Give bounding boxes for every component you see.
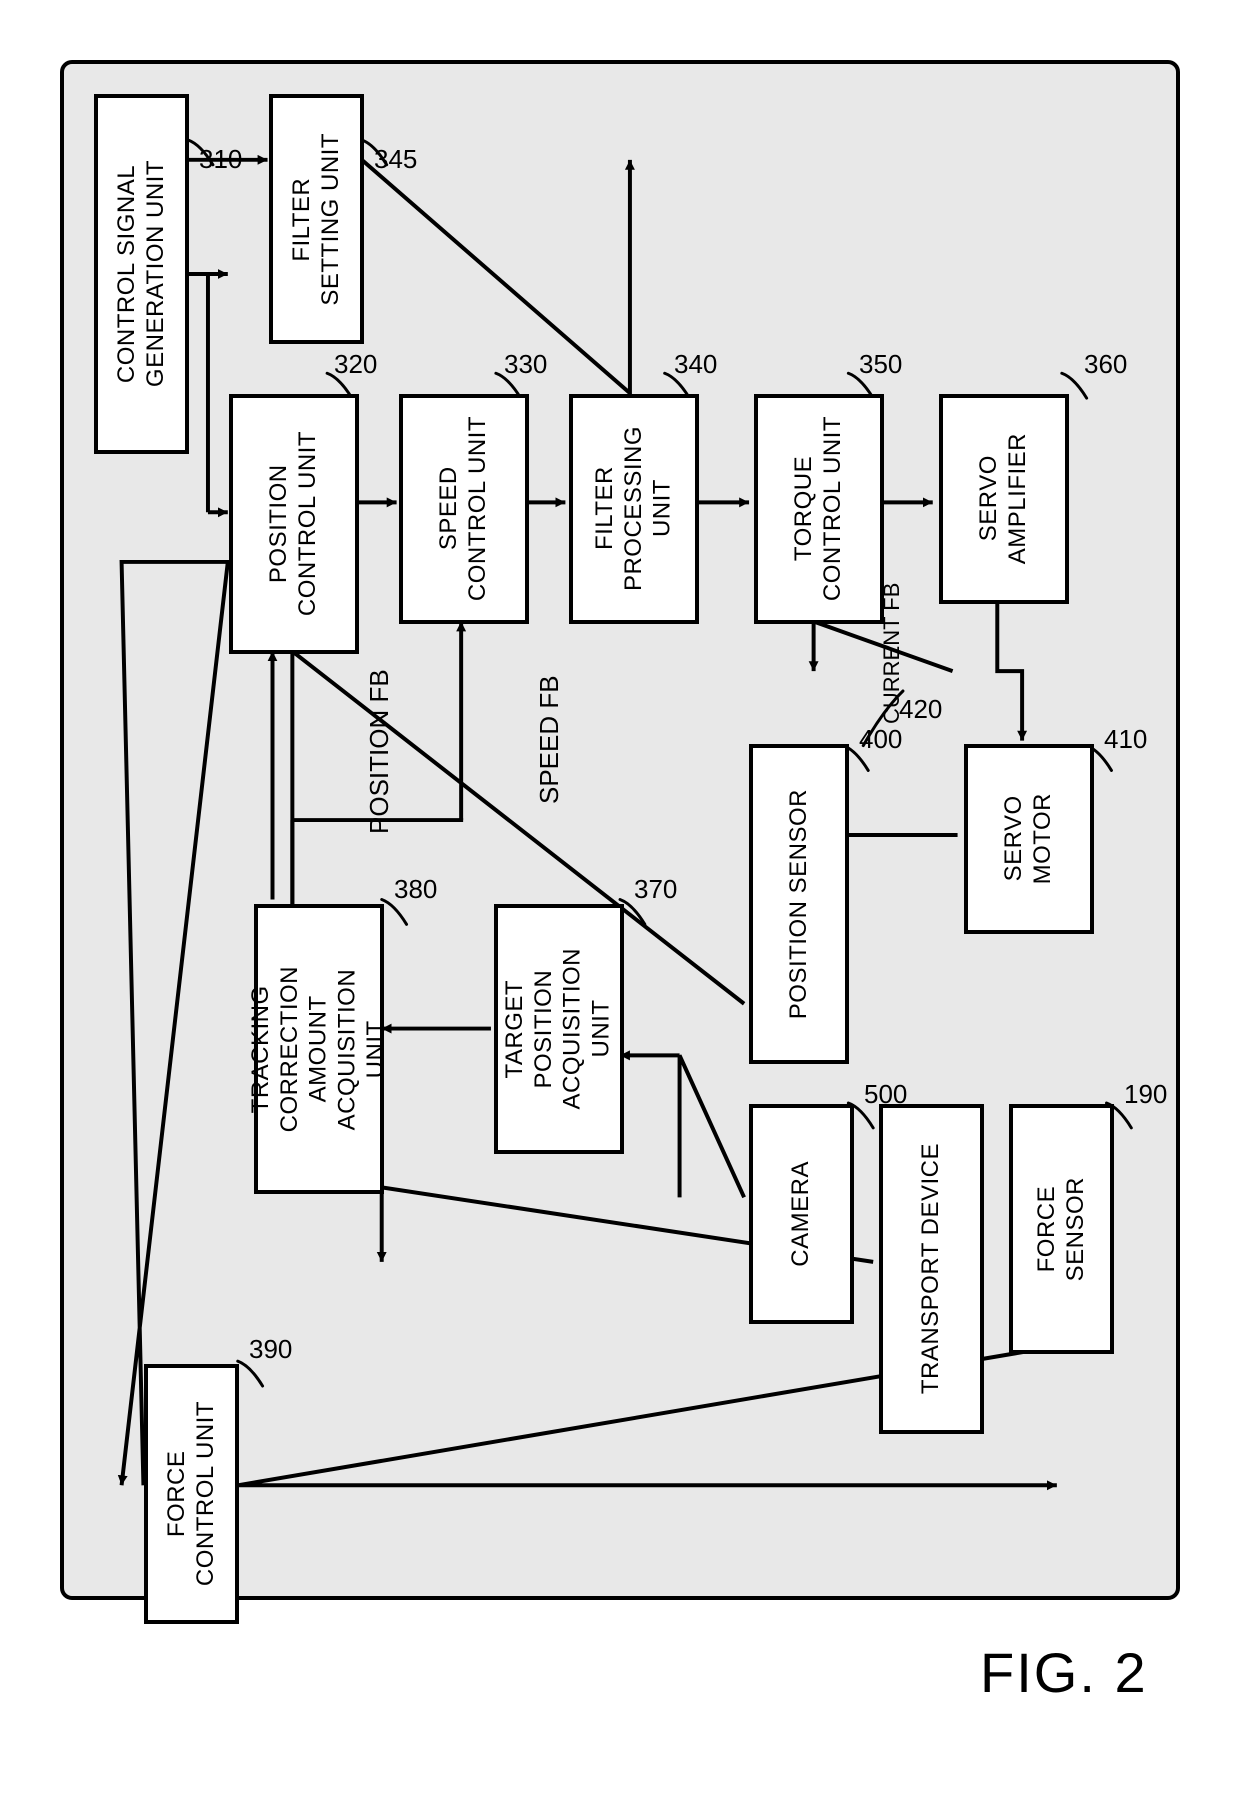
node-pos-text: POSITIONCONTROL UNIT <box>265 431 323 616</box>
node-fctl-text: FORCECONTROL UNIT <box>163 1401 221 1586</box>
ref-fsen: 190 <box>1124 1079 1167 1110</box>
node-spd: SPEEDCONTROL UNIT <box>399 394 529 624</box>
node-torq-text: TORQUECONTROL UNIT <box>790 416 848 601</box>
node-torq: TORQUECONTROL UNIT <box>754 394 884 624</box>
diagram-frame: CONTROL SIGNALGENERATION UNIT FILTERSETT… <box>60 60 1180 1600</box>
node-tdev-text: TRANSPORT DEVICE <box>917 1143 946 1394</box>
node-fctl: FORCECONTROL UNIT <box>144 1364 239 1624</box>
node-csg-text: CONTROL SIGNALGENERATION UNIT <box>113 160 171 387</box>
node-smot-text: SERVOMOTOR <box>1000 793 1058 884</box>
node-fsen-text: FORCESENSOR <box>1033 1177 1091 1281</box>
node-fsen: FORCESENSOR <box>1009 1104 1114 1354</box>
label-posfb: POSITION FB <box>364 669 395 834</box>
node-spd-text: SPEEDCONTROL UNIT <box>435 416 493 601</box>
node-filt: FILTERPROCESSINGUNIT <box>569 394 699 624</box>
node-trk: TRACKINGCORRECTIONAMOUNTACQUISITIONUNIT <box>254 904 384 1194</box>
ref-torq: 350 <box>859 349 902 380</box>
node-filt-text: FILTERPROCESSINGUNIT <box>591 426 677 591</box>
node-fset-text: FILTERSETTING UNIT <box>288 133 346 306</box>
node-psen: POSITION SENSOR <box>749 744 849 1064</box>
node-csg: CONTROL SIGNALGENERATION UNIT <box>94 94 189 454</box>
figure-label: FIG. 2 <box>980 1640 1148 1705</box>
node-pos: POSITIONCONTROL UNIT <box>229 394 359 654</box>
ref-samp: 360 <box>1084 349 1127 380</box>
node-psen-text: POSITION SENSOR <box>785 789 814 1019</box>
node-tgt: TARGETPOSITIONACQUISITIONUNIT <box>494 904 624 1154</box>
ref-csg: 310 <box>199 144 242 175</box>
label-spdfb: SPEED FB <box>534 675 565 804</box>
node-samp: SERVOAMPLIFIER <box>939 394 1069 604</box>
ref-cam: 500 <box>864 1079 907 1110</box>
node-smot: SERVOMOTOR <box>964 744 1094 934</box>
ref-tgt: 370 <box>634 874 677 905</box>
node-fset: FILTERSETTING UNIT <box>269 94 364 344</box>
ref-smot: 410 <box>1104 724 1147 755</box>
ref-psen: 400 <box>859 724 902 755</box>
ref-trk: 380 <box>394 874 437 905</box>
ref-fctl: 390 <box>249 1334 292 1365</box>
ref-spd: 330 <box>504 349 547 380</box>
node-trk-text: TRACKINGCORRECTIONAMOUNTACQUISITIONUNIT <box>247 966 391 1132</box>
ref-filt: 340 <box>674 349 717 380</box>
node-cam: CAMERA <box>749 1104 854 1324</box>
ref-fset: 345 <box>374 144 417 175</box>
node-tgt-text: TARGETPOSITIONACQUISITIONUNIT <box>501 948 616 1110</box>
node-samp-text: SERVOAMPLIFIER <box>975 433 1033 564</box>
node-tdev: TRANSPORT DEVICE <box>879 1104 984 1434</box>
node-cam-text: CAMERA <box>787 1161 816 1267</box>
label-420: 420 <box>899 694 942 725</box>
ref-pos: 320 <box>334 349 377 380</box>
